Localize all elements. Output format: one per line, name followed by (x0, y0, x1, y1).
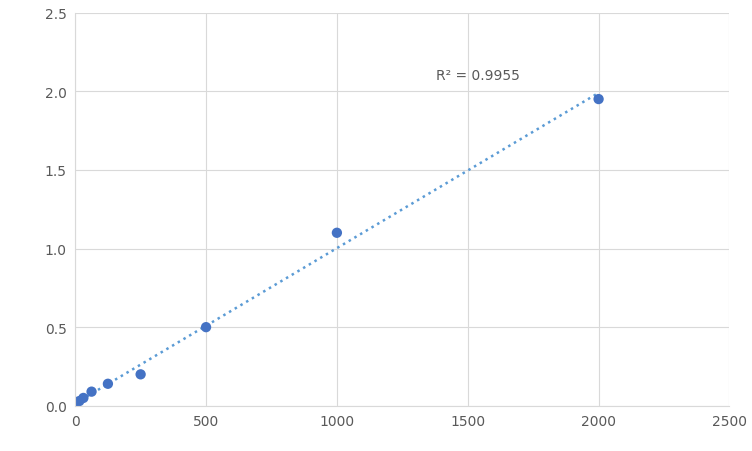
Point (593, 96, 605, 103)
Point (200, 324, 212, 331)
Point (73, 398, 85, 405)
Point (69, 401, 81, 408)
Point (102, 380, 114, 387)
Text: R² = 0.9955: R² = 0.9955 (436, 69, 520, 83)
Point (77, 395, 89, 402)
Point (86, 388, 98, 396)
Point (331, 230, 343, 237)
Point (135, 371, 147, 378)
